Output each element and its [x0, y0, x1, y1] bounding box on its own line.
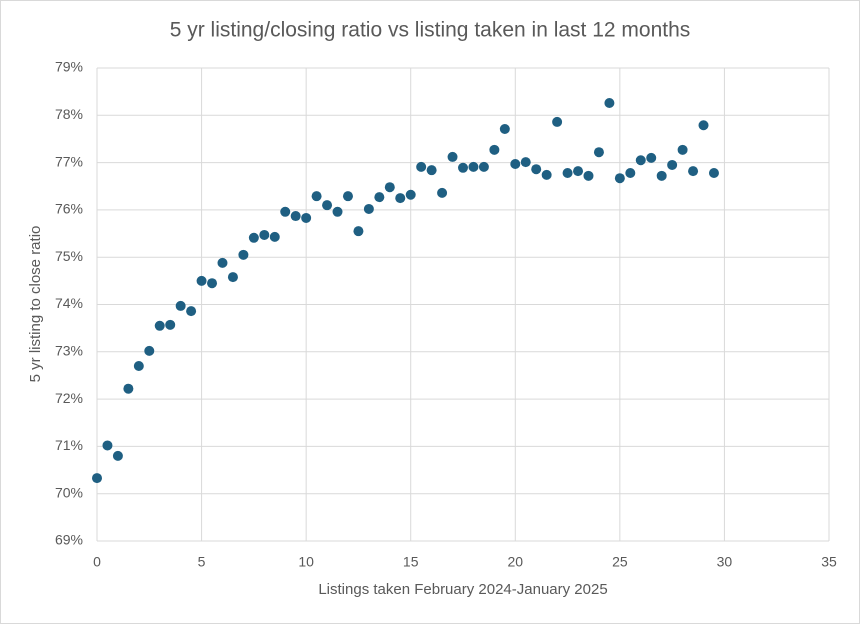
y-tick-label: 78% — [55, 106, 83, 122]
point — [416, 161, 427, 172]
point — [227, 272, 238, 283]
point — [552, 116, 563, 127]
point — [102, 440, 113, 451]
point — [583, 170, 594, 181]
point — [353, 226, 364, 237]
x-tick-label: 0 — [93, 554, 101, 570]
y-tick-label: 69% — [55, 532, 83, 548]
point — [207, 278, 218, 289]
y-tick-label: 72% — [55, 390, 83, 406]
y-tick-label: 75% — [55, 248, 83, 264]
point — [322, 200, 333, 211]
x-tick-label: 20 — [507, 554, 523, 570]
point — [667, 159, 678, 170]
point — [280, 206, 291, 217]
point — [154, 320, 165, 331]
point — [520, 157, 531, 168]
point — [248, 232, 259, 243]
point — [123, 383, 134, 394]
point — [269, 231, 280, 242]
point — [708, 168, 719, 179]
x-tick-label: 5 — [198, 554, 206, 570]
point — [447, 151, 458, 162]
point — [363, 203, 374, 214]
point — [374, 192, 385, 203]
point — [311, 191, 322, 202]
point — [677, 144, 688, 155]
point — [646, 152, 657, 163]
point — [290, 211, 301, 222]
x-tick-label: 15 — [403, 554, 419, 570]
point — [656, 170, 667, 181]
point — [499, 124, 510, 135]
point — [426, 165, 437, 176]
point — [112, 450, 123, 461]
y-tick-label: 70% — [55, 484, 83, 500]
point — [688, 166, 699, 177]
point — [405, 189, 416, 200]
point — [604, 98, 615, 109]
x-tick-label: 30 — [717, 554, 733, 570]
point — [458, 162, 468, 173]
point — [625, 168, 636, 179]
y-axis-title: 5 yr listing to close ratio — [27, 226, 44, 383]
point — [342, 191, 353, 202]
point — [635, 155, 646, 166]
point — [186, 306, 197, 317]
point — [510, 159, 521, 170]
point — [489, 144, 500, 155]
x-tick-label: 10 — [298, 554, 314, 570]
point — [238, 249, 249, 260]
point — [478, 161, 489, 172]
point — [301, 212, 312, 223]
point — [468, 161, 479, 172]
point — [541, 169, 552, 180]
point — [395, 193, 406, 204]
y-tick-label: 77% — [55, 153, 83, 169]
y-tick-label: 79% — [55, 59, 83, 75]
y-tick-label: 73% — [55, 343, 83, 359]
point — [531, 164, 542, 175]
point — [165, 319, 176, 330]
point — [573, 166, 584, 177]
point — [593, 147, 604, 158]
point — [562, 168, 573, 179]
point — [332, 206, 343, 217]
point — [217, 257, 228, 268]
x-tick-label: 25 — [612, 554, 628, 570]
point — [92, 473, 102, 484]
y-tick-label: 71% — [55, 437, 83, 453]
point — [437, 187, 448, 198]
point — [144, 345, 155, 356]
point — [133, 360, 144, 371]
point — [384, 182, 395, 193]
point — [175, 300, 186, 311]
x-tick-label: 35 — [821, 554, 837, 570]
point — [259, 229, 270, 240]
y-tick-label: 76% — [55, 201, 83, 217]
point — [698, 120, 709, 131]
y-tick-label: 74% — [55, 295, 83, 311]
x-axis-title: Listings taken February 2024-January 202… — [318, 581, 607, 598]
point — [614, 173, 625, 184]
point — [196, 275, 207, 286]
chart-title: 5 yr listing/closing ratio vs listing ta… — [170, 19, 691, 42]
